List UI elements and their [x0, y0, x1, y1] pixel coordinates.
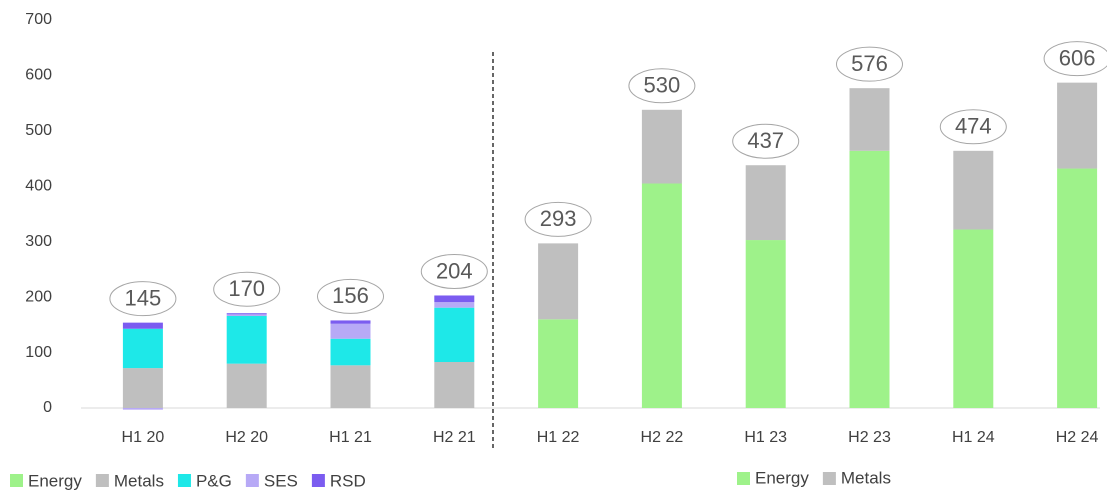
bar-segment: [330, 320, 371, 324]
legend-label: P&G: [196, 471, 232, 490]
bar-segment: [1057, 168, 1098, 408]
legend-label: RSD: [330, 471, 366, 490]
total-label: 474: [955, 114, 992, 139]
bar-segment: [434, 361, 475, 408]
total-label: 145: [125, 285, 162, 310]
bar-segment: [434, 307, 475, 362]
bar-segment: [226, 363, 267, 408]
bar-segment: [641, 109, 682, 184]
total-label: 156: [332, 283, 369, 308]
x-tick-label: H1 20: [122, 429, 165, 446]
bar-segment: [330, 338, 371, 366]
legend-label: Energy: [755, 468, 809, 487]
total-bubble: [420, 253, 488, 289]
bar-segment: [122, 328, 163, 369]
x-tick-label: H1 22: [537, 429, 580, 446]
x-tick-label: H2 23: [848, 429, 891, 446]
bar-segment: [1057, 82, 1098, 169]
bar-segment: [538, 243, 579, 320]
total-label: 204: [436, 258, 473, 283]
x-tick-label: H2 21: [433, 429, 476, 446]
y-tick-label: 600: [25, 67, 52, 84]
legend-swatch: [95, 474, 109, 487]
total-bubble: [213, 271, 281, 307]
bar-segment: [226, 313, 267, 315]
bar-segment: [953, 150, 994, 230]
total-label: 293: [540, 206, 577, 231]
legend-swatch: [245, 474, 259, 487]
total-bubble: [732, 123, 800, 159]
x-tick-label: H2 20: [225, 429, 268, 446]
y-tick-label: 700: [25, 11, 52, 28]
bar-segment: [226, 315, 267, 364]
total-label: 576: [851, 51, 888, 76]
bar-segment: [434, 295, 475, 303]
total-label: 170: [228, 276, 265, 301]
bar-segment: [849, 88, 890, 151]
y-tick-label: 300: [25, 233, 52, 250]
bar-segment: [953, 229, 994, 408]
total-label: 606: [1059, 45, 1096, 70]
legend-label: Metals: [841, 468, 891, 487]
legend-swatch: [177, 474, 191, 487]
bar-segment: [122, 408, 163, 410]
bar-segment: [330, 323, 371, 339]
x-tick-label: H2 22: [641, 429, 684, 446]
bar-segment: [226, 314, 267, 316]
bar-segment: [538, 319, 579, 408]
total-bubble: [1043, 41, 1107, 77]
total-bubble: [836, 46, 903, 82]
total-bubble: [628, 68, 696, 104]
legend-swatch: [822, 472, 836, 485]
x-tick-label: H1 24: [952, 429, 995, 446]
total-bubble: [939, 109, 1007, 145]
bar-segment: [745, 240, 786, 408]
legend-swatch: [311, 474, 325, 487]
total-label: 530: [644, 73, 681, 98]
bar-segment: [122, 368, 163, 408]
total-label: 437: [747, 128, 784, 153]
y-tick-label: 400: [25, 178, 52, 195]
total-bubble: [317, 278, 384, 314]
bar-segment: [849, 150, 890, 408]
y-tick-label: 200: [25, 288, 52, 305]
bar-segment: [641, 183, 682, 408]
total-bubble: [524, 201, 592, 237]
legend-label: SES: [264, 471, 298, 490]
y-tick-label: 0: [43, 399, 52, 416]
bar-segment: [330, 365, 371, 408]
bar-segment: [434, 302, 475, 308]
x-tick-label: H1 23: [744, 429, 787, 446]
legend-swatch: [10, 474, 23, 487]
legend-label: Energy: [28, 471, 82, 490]
total-bubble: [109, 281, 177, 317]
y-tick-label: 500: [25, 122, 52, 139]
y-tick-label: 100: [25, 344, 52, 361]
bar-segment: [122, 322, 163, 329]
bar-segment: [745, 165, 786, 241]
legend-label: Metals: [114, 471, 164, 490]
legend-swatch: [737, 472, 750, 485]
x-tick-label: H1 21: [329, 429, 372, 446]
x-tick-label: H2 24: [1056, 429, 1099, 446]
